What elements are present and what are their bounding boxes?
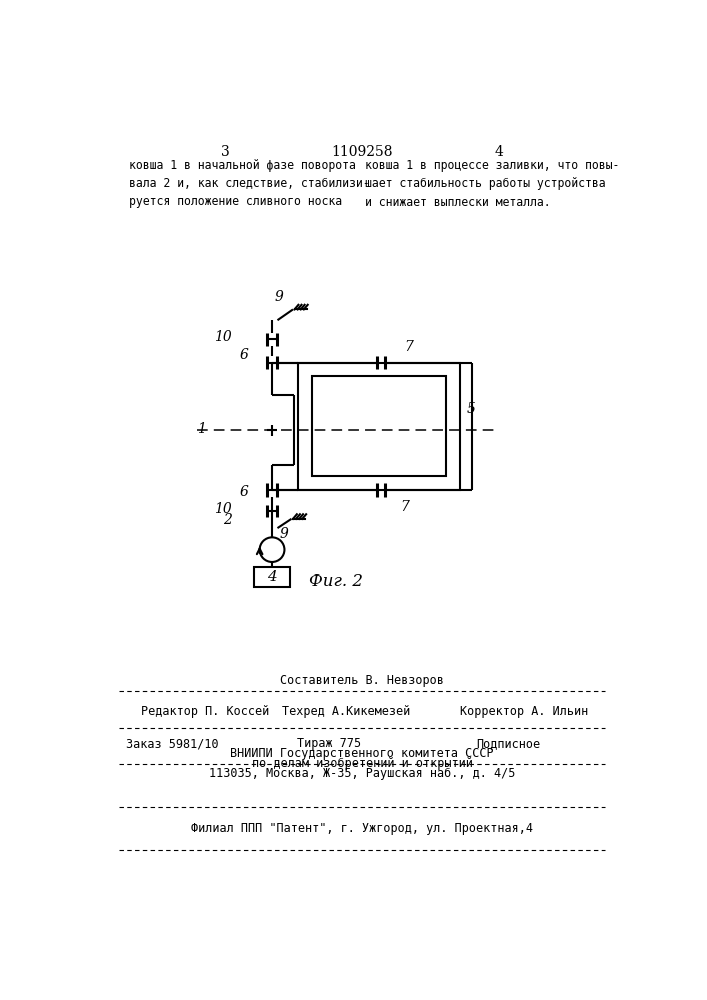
Text: Заказ 5981/10: Заказ 5981/10 xyxy=(126,737,218,750)
Text: 1: 1 xyxy=(197,422,206,436)
Text: Составитель В. Невзоров: Составитель В. Невзоров xyxy=(280,674,444,687)
Text: 7: 7 xyxy=(401,500,409,514)
Text: 10: 10 xyxy=(214,330,232,344)
Text: 113035, Москва, Ж-35, Раушская наб., д. 4/5: 113035, Москва, Ж-35, Раушская наб., д. … xyxy=(209,767,515,780)
Text: Подписное: Подписное xyxy=(476,737,540,750)
Text: 2: 2 xyxy=(223,513,232,527)
Text: Фиг. 2: Фиг. 2 xyxy=(310,574,363,590)
Text: 3: 3 xyxy=(221,145,230,159)
Text: 6: 6 xyxy=(240,348,249,362)
Text: Тираж 775: Тираж 775 xyxy=(296,737,361,750)
Text: 4: 4 xyxy=(267,570,277,584)
Bar xyxy=(298,363,460,490)
Text: 1109258: 1109258 xyxy=(331,145,392,159)
Text: по делам изобретений и открытий: по делам изобретений и открытий xyxy=(252,757,472,770)
Bar xyxy=(255,567,290,587)
Text: Корректор А. Ильин: Корректор А. Ильин xyxy=(460,705,589,718)
Text: ковша 1 в процессе заливки, что повы-
шает стабильность работы устройства
и сниж: ковша 1 в процессе заливки, что повы- ша… xyxy=(365,158,619,209)
Text: ковша 1 в начальной фазе поворота
вала 2 и, как следствие, стабилизи-
руется пол: ковша 1 в начальной фазе поворота вала 2… xyxy=(129,158,369,209)
Text: 4: 4 xyxy=(495,145,503,159)
Text: 10: 10 xyxy=(214,502,232,516)
Text: Техред А.Кикемезей: Техред А.Кикемезей xyxy=(282,705,410,718)
Text: 7: 7 xyxy=(404,340,414,354)
Text: Редактор П. Коссей: Редактор П. Коссей xyxy=(141,705,269,718)
Text: 9: 9 xyxy=(279,527,288,541)
Text: 9: 9 xyxy=(274,290,284,304)
Text: 5: 5 xyxy=(467,402,475,416)
Text: 6: 6 xyxy=(240,485,249,499)
Bar xyxy=(312,376,446,476)
Text: Филиал ППП "Патент", г. Ужгород, ул. Проектная,4: Филиал ППП "Патент", г. Ужгород, ул. Про… xyxy=(191,822,533,835)
Text: ВНИИПИ Государственного комитета СССР: ВНИИПИ Государственного комитета СССР xyxy=(230,747,493,760)
